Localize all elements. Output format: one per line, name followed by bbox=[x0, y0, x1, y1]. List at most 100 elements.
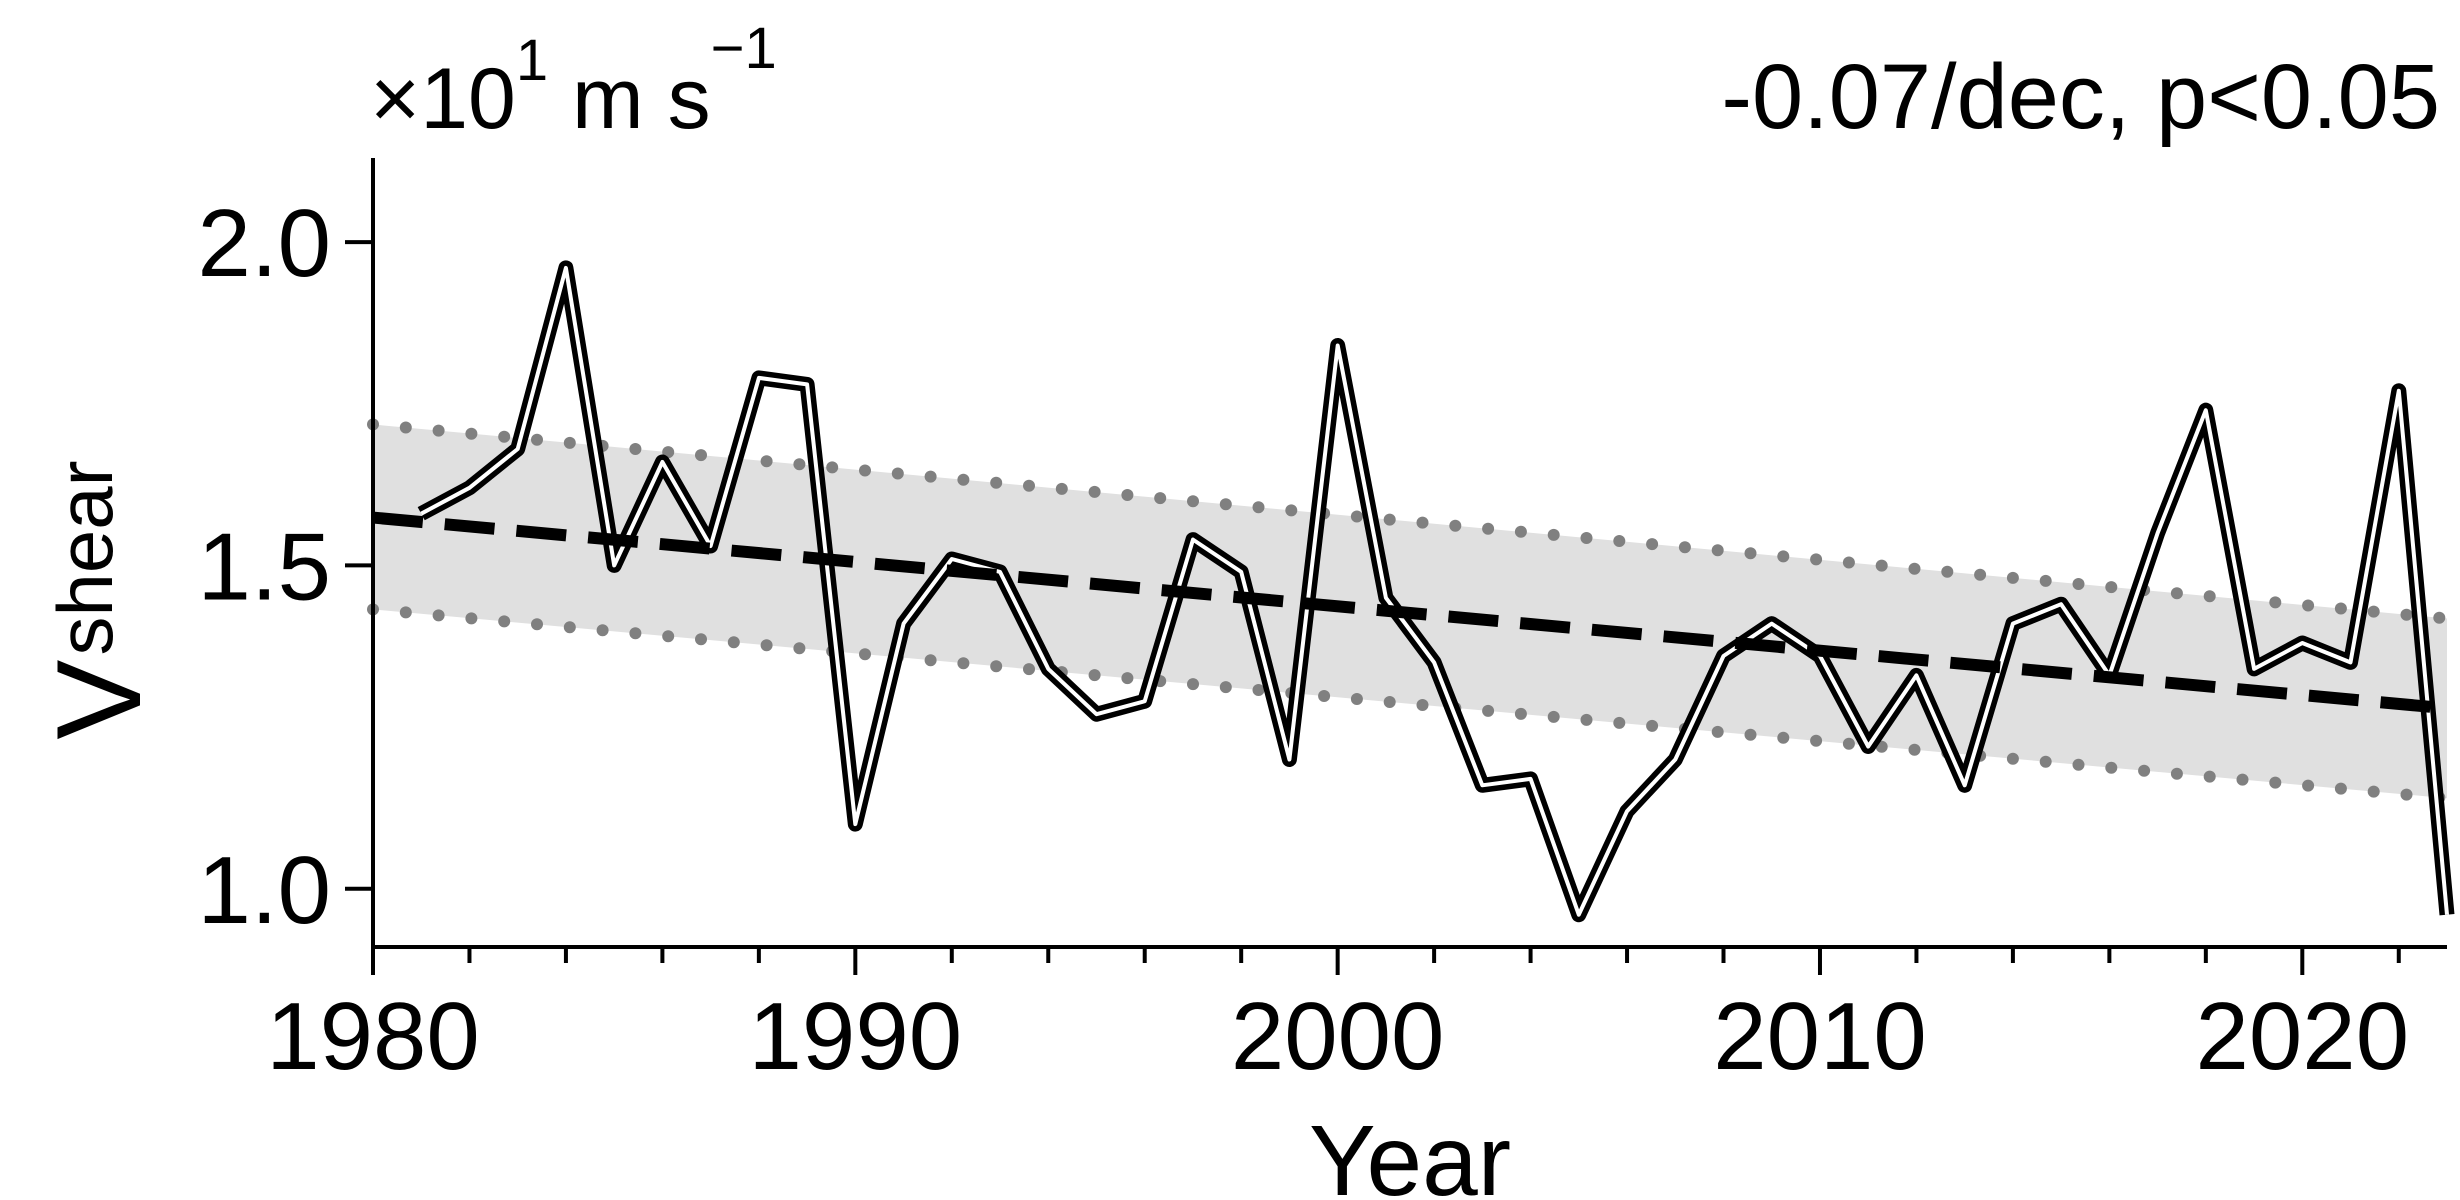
band-lower-dot bbox=[596, 624, 609, 637]
band-lower-dot bbox=[2400, 788, 2413, 801]
y-tick-label: 1.5 bbox=[198, 513, 331, 620]
band-upper-dot bbox=[1350, 510, 1363, 523]
band-lower-dot bbox=[957, 657, 970, 670]
band-lower-dot bbox=[1121, 672, 1134, 685]
band-lower-dot bbox=[1350, 693, 1363, 705]
band-lower-dot bbox=[2170, 767, 2183, 780]
band-upper-dot bbox=[2433, 611, 2446, 624]
band-upper-dot bbox=[1285, 504, 1298, 517]
band-lower-dot bbox=[399, 606, 412, 619]
band-upper-dot bbox=[2269, 596, 2282, 609]
band-upper-dot bbox=[2367, 605, 2380, 618]
band-upper-dot bbox=[760, 455, 773, 468]
band-lower-dot bbox=[2269, 776, 2282, 789]
band-upper-dot bbox=[1678, 541, 1691, 554]
band-upper-dot bbox=[793, 458, 806, 471]
band-lower-dot bbox=[2203, 770, 2216, 783]
band-lower-dot bbox=[531, 618, 543, 631]
band-upper-dot bbox=[1482, 522, 1495, 535]
band-upper-dot bbox=[826, 461, 839, 474]
band-lower-dot bbox=[1908, 743, 1921, 756]
band-lower-dot bbox=[465, 612, 478, 625]
x-tick-label: 1990 bbox=[749, 983, 963, 1090]
band-upper-dot bbox=[1580, 532, 1593, 544]
band-lower-dot bbox=[629, 627, 642, 640]
band-upper-dot bbox=[1187, 495, 1199, 508]
y-tick-label: 1.0 bbox=[198, 837, 331, 944]
band-lower-dot bbox=[1318, 690, 1331, 702]
band-upper-dot bbox=[1449, 519, 1462, 532]
band-upper-dot bbox=[1514, 525, 1527, 538]
band-upper-dot bbox=[399, 421, 412, 434]
band-upper-dot bbox=[1121, 489, 1134, 501]
band-upper-dot bbox=[1842, 556, 1855, 569]
band-upper-dot bbox=[1088, 485, 1101, 498]
band-upper-dot bbox=[1908, 562, 1921, 575]
x-tick-label: 2000 bbox=[1231, 983, 1445, 1090]
band-upper-dot bbox=[531, 433, 543, 446]
band-lower-dot bbox=[924, 654, 937, 667]
band-upper-dot bbox=[2039, 574, 2052, 587]
x-tick-label: 1980 bbox=[266, 983, 480, 1090]
band-lower-dot bbox=[1219, 681, 1232, 694]
band-lower-dot bbox=[498, 615, 511, 628]
band-upper-dot bbox=[1744, 547, 1757, 560]
band-upper-dot bbox=[2334, 602, 2347, 615]
band-upper-dot bbox=[1154, 492, 1167, 505]
band-upper-dot bbox=[1252, 501, 1265, 514]
band-lower-dot bbox=[1023, 663, 1035, 676]
band-lower-dot bbox=[695, 633, 707, 646]
band-lower-dot bbox=[2367, 785, 2380, 798]
band-upper-dot bbox=[859, 464, 871, 477]
band-lower-dot bbox=[2334, 782, 2347, 795]
band-lower-dot bbox=[2302, 779, 2315, 792]
band-lower-dot bbox=[1711, 725, 1724, 738]
band-lower-dot bbox=[1613, 716, 1626, 729]
units-label: ×101 m s−1 bbox=[370, 16, 777, 147]
band-upper-dot bbox=[957, 473, 970, 486]
band-upper-dot bbox=[1219, 498, 1232, 511]
band-upper-dot bbox=[1383, 513, 1396, 526]
band-lower-dot bbox=[727, 636, 740, 649]
band-upper-dot bbox=[1547, 528, 1560, 541]
band-lower-dot bbox=[1252, 684, 1265, 696]
band-upper-dot bbox=[1777, 550, 1790, 563]
band-upper-dot bbox=[1613, 535, 1626, 547]
band-upper-dot bbox=[1810, 553, 1823, 566]
band-lower-dot bbox=[1514, 707, 1527, 720]
band-lower-dot bbox=[1646, 719, 1659, 732]
x-tick-label: 2020 bbox=[2196, 983, 2410, 1090]
band-lower-dot bbox=[1744, 728, 1757, 741]
trend-annotation: -0.07/dec, p<0.05 bbox=[1721, 46, 2440, 148]
band-lower-dot bbox=[1777, 731, 1790, 744]
band-upper-dot bbox=[1055, 482, 1068, 495]
band-lower-dot bbox=[1842, 737, 1855, 750]
band-lower-dot bbox=[2006, 752, 2019, 765]
band-upper-dot bbox=[465, 427, 478, 440]
band-lower-dot bbox=[2105, 761, 2118, 774]
band-lower-dot bbox=[2039, 755, 2052, 768]
band-upper-dot bbox=[1974, 568, 1987, 581]
band-upper-dot bbox=[432, 424, 445, 437]
band-upper-dot bbox=[695, 449, 707, 462]
band-upper-dot bbox=[498, 430, 511, 443]
band-upper-dot bbox=[1646, 538, 1659, 551]
x-tick-label: 2010 bbox=[1713, 983, 1927, 1090]
band-lower-dot bbox=[1187, 678, 1199, 691]
band-lower-dot bbox=[1482, 704, 1495, 717]
band-upper-dot bbox=[1023, 479, 1035, 492]
band-lower-dot bbox=[1088, 669, 1101, 682]
band-lower-dot bbox=[1547, 710, 1560, 723]
band-lower-dot bbox=[1383, 696, 1396, 708]
band-lower-dot bbox=[793, 642, 806, 655]
band-upper-dot bbox=[629, 443, 642, 455]
band-lower-dot bbox=[990, 660, 1003, 673]
band-upper-dot bbox=[2006, 571, 2019, 584]
trend-dashed-line bbox=[372, 511, 2448, 715]
band-upper-dot bbox=[2400, 608, 2413, 621]
band-upper-dot bbox=[1711, 544, 1724, 557]
band-upper-dot bbox=[924, 470, 937, 483]
y-tick-label: 2.0 bbox=[198, 190, 331, 297]
band-lower-dot bbox=[432, 609, 445, 622]
